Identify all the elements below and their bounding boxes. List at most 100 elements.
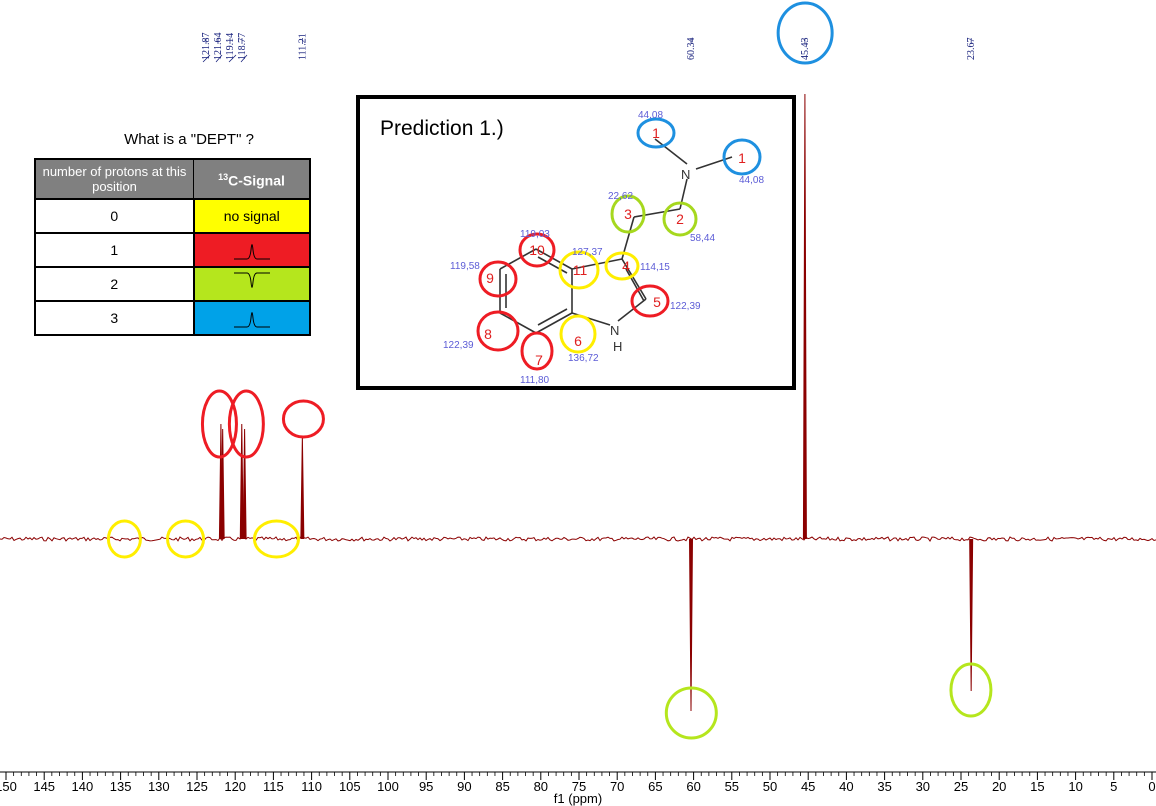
atom-number: 1 [652,125,660,141]
signal-cell-up [192,232,311,268]
positive-peak-icon [233,311,270,327]
atom-number: 8 [484,326,492,342]
peak-label: 118.77 [237,33,248,60]
x-tick-label: 30 [916,779,930,794]
header-signal: 13C-Signal [193,158,311,200]
x-tick-label: 105 [339,779,361,794]
x-tick-label: 0 [1148,779,1155,794]
highlight-circle [227,389,265,459]
x-tick-label: 140 [72,779,94,794]
x-tick-label: 50 [763,779,777,794]
signal-cell-none: no signal [192,198,311,234]
x-tick-label: 20 [992,779,1006,794]
signal-cell-down [192,266,311,302]
chemical-shift: 119,03 [520,229,550,240]
x-tick-label: 150 [0,779,17,794]
tryptamine-structure: N N H 1 44,08 1 44,08 2 58,44 3 22,62 4 … [443,110,764,386]
header-protons: number of protons at this position [34,158,194,200]
x-tick-label: 90 [457,779,471,794]
peak-23.67 [969,538,974,692]
atom-number: 10 [529,242,545,258]
table-row: 3 [34,300,311,336]
chemical-shift: 111,80 [520,375,550,386]
x-tick-label: 25 [954,779,968,794]
atom-ring [476,310,520,352]
peak-45.43 [802,93,807,540]
atom-ring [478,260,518,298]
x-tick-label: 10 [1068,779,1082,794]
x-tick-label: 35 [877,779,891,794]
x-tick-label: 40 [839,779,853,794]
atom-ring [630,284,670,318]
atom-number: 1 [738,150,746,166]
highlight-circle [200,389,238,459]
x-tick-label: 110 [301,779,322,794]
x-tick-label: 120 [224,779,246,794]
atom-ring [610,194,646,234]
highlight-circle [252,519,300,559]
chemical-shift: 114,15 [640,262,670,273]
table-row: 0 no signal [34,198,311,234]
highlight-circle [106,519,142,559]
x-tick-label: 95 [419,779,433,794]
chemical-shift: 44,08 [638,110,663,121]
atom-number: 2 [676,211,684,227]
highlight-circle [281,399,325,439]
atom-ring [558,250,600,290]
chemical-shift: 44,08 [739,175,764,186]
peak-119.14 [239,423,244,540]
chemical-shift: 119,58 [450,261,480,272]
atom-ring [559,314,597,354]
x-tick-label: 125 [186,779,208,794]
chemical-shift: 127,37 [572,247,603,258]
peak-label: 45.43 [800,38,811,61]
x-tick-label: 55 [725,779,739,794]
prediction-panel: Prediction 1.) N N H 1 [356,95,796,390]
chemical-shift: 122,39 [670,301,701,312]
table-row: 2 [34,266,311,302]
atom-number: 7 [535,352,543,368]
peak-label: 119.14 [225,33,236,60]
atom-ring [722,138,762,176]
x-tick-label: 135 [110,779,132,794]
spectrum-baseline [0,536,1156,542]
peak-label-brackets [202,54,248,63]
chemical-shift: 122,39 [443,340,474,351]
atom-ring [520,331,554,371]
atom-ring [636,117,676,149]
chemical-shift: 136,72 [568,353,599,364]
negative-peak-icon [233,272,270,288]
peak-121.64 [220,428,225,540]
molecule-bonds [499,138,733,334]
x-tick-label: 5 [1110,779,1117,794]
atom-number: 4 [622,258,630,274]
peak-111.21 [300,435,305,540]
protons-cell: 3 [34,300,195,336]
peak-label: 60.34 [686,38,697,61]
atom-number: 5 [653,294,661,310]
highlight-circle [776,1,834,65]
x-tick-label: 130 [148,779,170,794]
atom-number: 3 [624,206,632,222]
positive-peak-icon [233,243,270,259]
peak-60.34 [689,538,694,712]
x-axis-label: f1 (ppm) [554,791,602,806]
x-tick-label: 60 [686,779,700,794]
x-tick-label: 45 [801,779,815,794]
table-row: 1 [34,232,311,268]
x-tick-label: 145 [33,779,55,794]
atom-ring [604,251,640,281]
protons-cell: 2 [34,266,195,302]
atom-number: 6 [574,333,582,349]
chemical-shift: 58,44 [690,233,715,244]
atom-number: 9 [486,270,494,286]
highlight-circle [166,519,206,559]
x-tick-label: 115 [263,779,284,794]
peak-label: 111.21 [297,33,308,60]
x-tick-label: 15 [1030,779,1044,794]
header-signal-text: C-Signal [228,172,285,189]
atom-number: 11 [573,262,588,278]
highlight-circle [949,662,993,718]
peak-label: 121.64 [213,33,224,61]
